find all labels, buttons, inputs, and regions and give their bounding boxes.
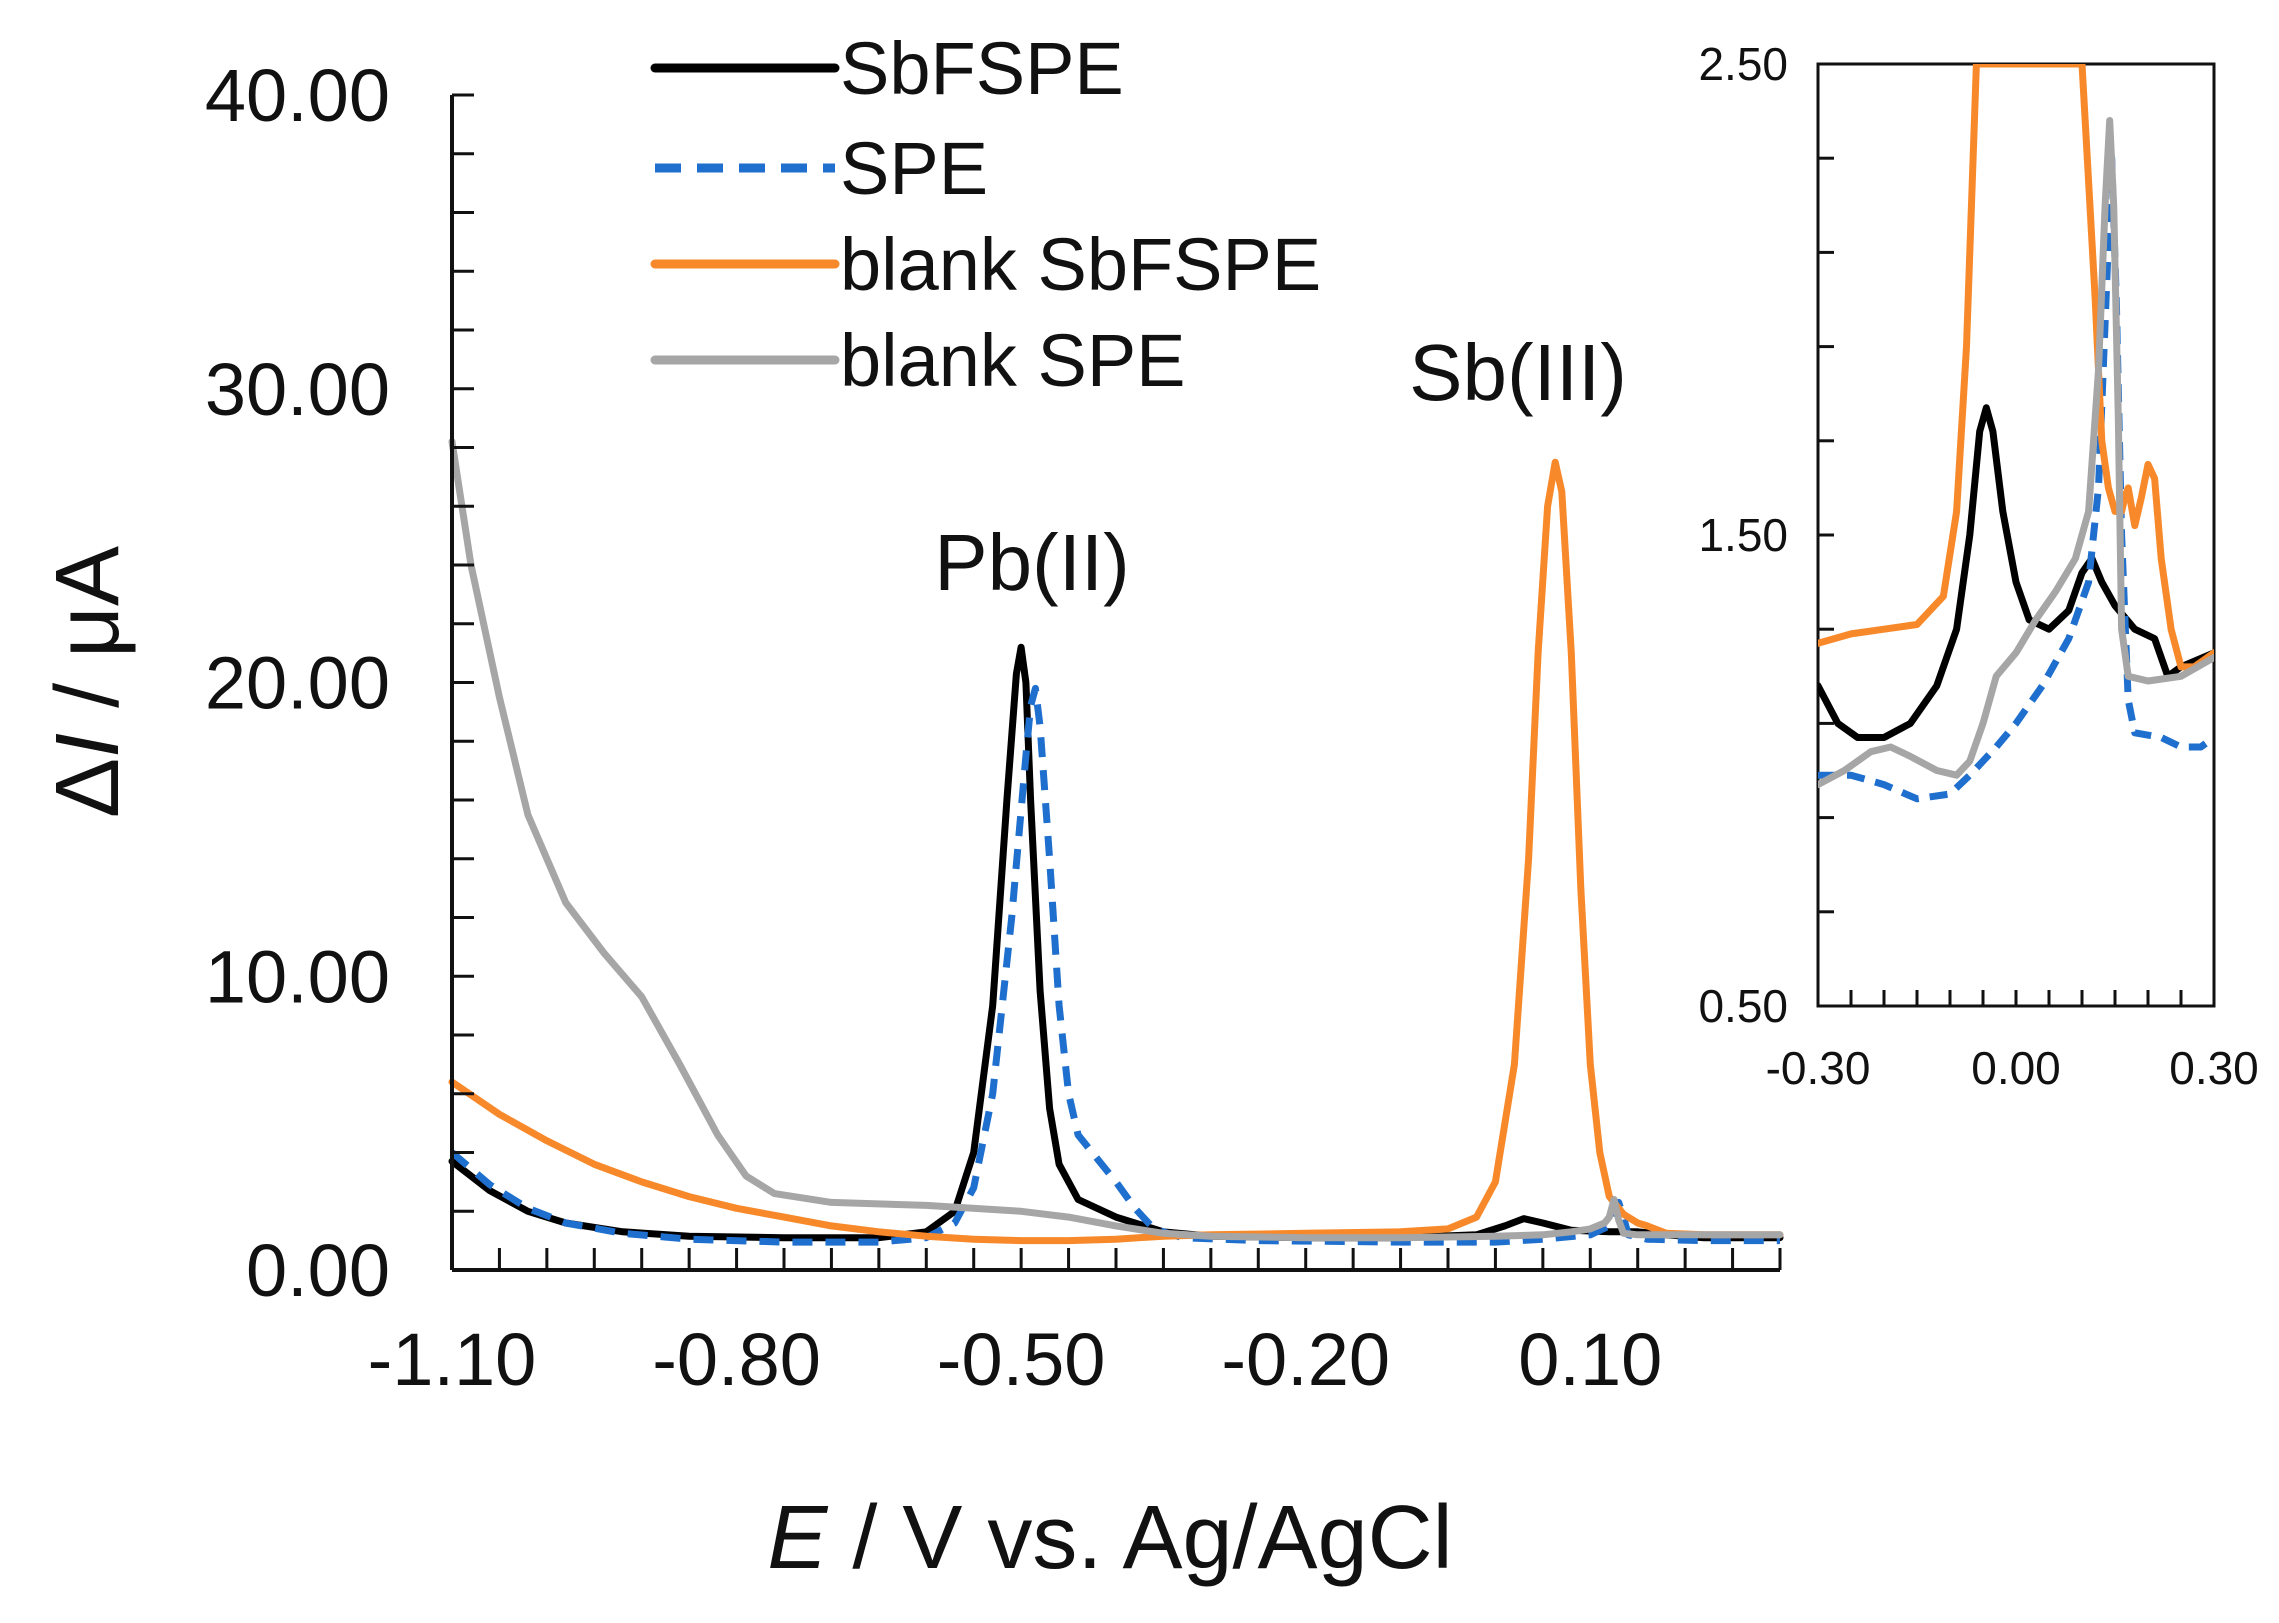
inset-axes bbox=[1816, 62, 2216, 1008]
main-x-tick-label: -0.20 bbox=[1221, 1318, 1390, 1401]
main-y-tick-label: 0.00 bbox=[246, 1229, 390, 1312]
y-axis-title-prefix: Δ bbox=[38, 758, 138, 818]
inset-chart: -0.30 0.00 0.30 0.50 1.50 2.50 bbox=[1698, 38, 2258, 1094]
inset-series-blank-sbfspe bbox=[1818, 64, 2214, 671]
inset-y-tick-label: 2.50 bbox=[1698, 38, 1788, 90]
y-axis-title: ΔI / μA bbox=[38, 546, 138, 818]
legend-label-blank-sbfspe: blank SbFSPE bbox=[840, 223, 1321, 306]
inset-plot-area bbox=[1818, 64, 2214, 803]
y-axis-title-rest: / μA bbox=[38, 546, 138, 733]
main-x-tick-label: -0.80 bbox=[652, 1318, 821, 1401]
legend-label-blank-spe: blank SPE bbox=[840, 319, 1186, 402]
main-series-blank-sbfspe bbox=[448, 458, 1784, 1245]
main-x-tick-label: 0.10 bbox=[1518, 1318, 1662, 1401]
legend-label-sbfspe: SbFSPE bbox=[840, 27, 1124, 110]
main-series-spe bbox=[449, 684, 1780, 1246]
inset-x-tick-label: 0.30 bbox=[2169, 1042, 2259, 1094]
annotation-sb: Sb(III) bbox=[1409, 328, 1627, 417]
main-tick-labels: -1.10 -0.80 -0.50 -0.20 0.10 0.00 10.00 20.00 30… bbox=[205, 54, 1662, 1401]
inset-series-spe bbox=[1818, 154, 2214, 803]
x-axis-title: E / V vs. Ag/AgCl bbox=[767, 1488, 1452, 1588]
main-plot-area bbox=[448, 438, 1784, 1246]
main-chart: -1.10 -0.80 -0.50 -0.20 0.10 0.00 10.00 20.00 30… bbox=[38, 27, 1784, 1588]
inset-y-tick-label: 1.50 bbox=[1698, 509, 1788, 561]
main-series-blank-spe bbox=[448, 438, 1784, 1242]
main-y-tick-label: 30.00 bbox=[205, 348, 390, 431]
inset-y-tick-label: 0.50 bbox=[1698, 980, 1788, 1032]
main-y-tick-label: 10.00 bbox=[205, 935, 390, 1018]
main-x-tick-label: -0.50 bbox=[937, 1318, 1106, 1401]
inset-series-sbfspe bbox=[1818, 404, 2214, 741]
inset-tick-labels: -0.30 0.00 0.30 0.50 1.50 2.50 bbox=[1698, 38, 2258, 1094]
main-series-sbfspe bbox=[448, 643, 1784, 1242]
inset-x-tick-label: 0.00 bbox=[1971, 1042, 2061, 1094]
inset-x-tick-label: -0.30 bbox=[1766, 1042, 1871, 1094]
main-y-tick-label: 20.00 bbox=[205, 642, 390, 725]
main-x-tick-label: -1.10 bbox=[368, 1318, 537, 1401]
main-axes bbox=[450, 93, 1782, 1272]
legend: SbFSPE SPE blank SbFSPE blank SPE bbox=[650, 27, 1321, 402]
x-axis-title-italic: E bbox=[767, 1488, 828, 1588]
x-axis-title-rest: / V vs. Ag/AgCl bbox=[827, 1488, 1452, 1588]
inset-series-blank-spe bbox=[1818, 117, 2214, 789]
annotation-pb: Pb(II) bbox=[934, 518, 1130, 607]
legend-label-spe: SPE bbox=[840, 127, 988, 210]
main-y-tick-label: 40.00 bbox=[205, 54, 390, 137]
y-axis-title-italic: I bbox=[38, 733, 138, 758]
